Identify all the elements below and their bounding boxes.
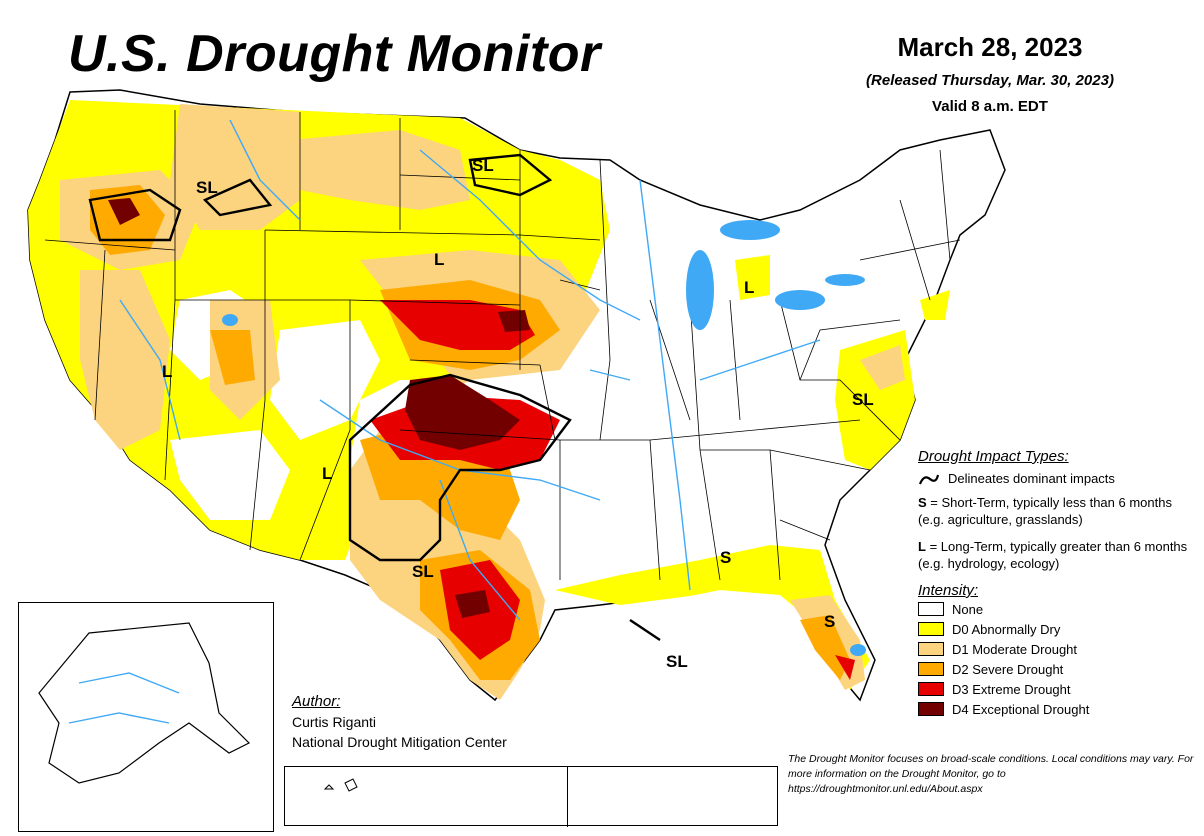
intensity-label: D0 Abnormally Dry [952,621,1061,637]
intensity-row: D1 Moderate Drought [918,639,1198,659]
impact-label-idaho: SL [196,178,218,197]
map-date: March 28, 2023 [897,32,1083,62]
impact-label-nevada: L [162,362,173,381]
long-term-key: L [918,539,926,554]
impact-label-florida: S [824,612,836,631]
d4-areas [108,198,530,618]
impact-label-michigan: L [744,278,755,297]
release-date: (Released Thursday, Mar. 30, 2023) [866,72,1114,89]
intensity-label: None [952,601,984,617]
author-name: Curtis Riganti [292,714,377,730]
impact-boundaries [88,153,661,641]
hawaii-map [323,778,358,792]
legend: Drought Impact Types: Delineates dominan… [918,448,1198,719]
impact-types-title: Drought Impact Types: [918,448,1069,465]
alaska-inset [18,602,274,832]
map-title: U.S. Drought Monitor [68,25,601,83]
intensity-swatch [918,602,944,616]
impact-label-south-dakota: L [434,250,445,269]
impact-label-gulf-coast: SL [666,652,688,671]
author-block: Author: Curtis Riganti National Drought … [292,692,507,752]
intensity-row: None [918,599,1198,619]
intensity-label: D1 Moderate Drought [952,641,1078,657]
state-borders [44,110,961,581]
hawaii-pr-inset [284,766,778,827]
intensity-label: D4 Exceptional Drought [952,701,1090,717]
lakes [222,220,866,656]
valid-time: Valid 8 a.m. EDT [932,98,1048,115]
impact-line-icon [918,474,940,484]
intensity-swatch [918,662,944,676]
intensity-row: D2 Severe Drought [918,659,1198,679]
intensity-label: D3 Extreme Drought [952,681,1071,697]
short-term-key: S [918,495,927,510]
impact-label-texas: SL [412,562,434,581]
intensity-swatch [918,702,944,716]
impact-label-north-carolina: SL [852,390,874,409]
intensity-row: D0 Abnormally Dry [918,619,1198,639]
intensity-title: Intensity: [918,582,979,599]
impact-label-alabama: S [720,548,732,567]
intensity-label: D2 Severe Drought [952,661,1064,677]
impact-label-new-mexico: L [322,464,333,483]
footnote: The Drought Monitor focuses on broad-sca… [788,753,1194,795]
intensity-swatch [918,642,944,656]
author-label: Author: [292,693,341,710]
intensity-swatch [918,682,944,696]
intensity-row: D4 Exceptional Drought [918,699,1198,719]
impact-label-north-dakota: SL [472,156,494,175]
intensity-swatch [918,622,944,636]
inset-divider [567,767,568,827]
impact-line-key: Delineates dominant impacts [918,471,1198,486]
intensity-row: D3 Extreme Drought [918,679,1198,699]
author-org: National Drought Mitigation Center [292,734,507,750]
short-term-text: = Short-Term, typically less than 6 mont… [918,495,1172,527]
long-term-note: L = Long-Term, typically greater than 6 … [918,538,1198,572]
intensity-list: None D0 Abnormally Dry D1 Moderate Drought… [918,599,1198,719]
long-term-text: = Long-Term, typically greater than 6 mo… [918,539,1188,571]
delineates-text: Delineates dominant impacts [948,471,1115,486]
alaska-map [38,622,251,784]
short-term-note: S = Short-Term, typically less than 6 mo… [918,494,1198,528]
d1-areas [60,104,905,700]
drought-map [27,89,1006,702]
